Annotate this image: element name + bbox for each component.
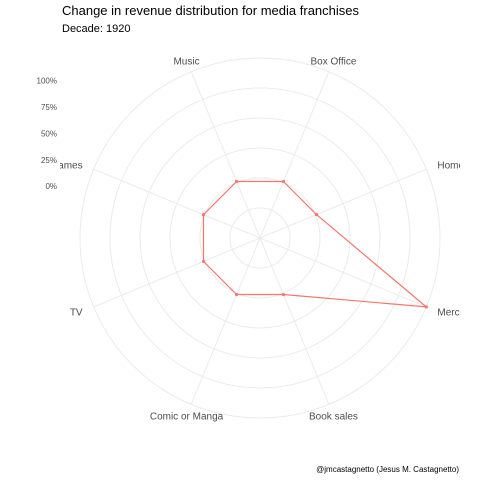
data-point [201,212,206,217]
grid-spoke [93,168,261,239]
data-point [281,292,286,297]
chart-subtitle: Decade: 1920 [62,23,131,35]
grid-circle [229,207,291,269]
data-point [234,179,239,184]
radial-tick-label: 75% [41,103,57,112]
category-labels: Box Office Home Video/Entertainment Mercha… [0,57,480,423]
radial-tick-label: 50% [41,129,57,138]
radial-tick-label: 0% [45,182,57,191]
grid-spoke [259,237,427,308]
category-label: TV [70,307,83,318]
grid-circle [199,177,321,299]
grid-spoke [190,237,261,405]
category-label: Video Games/Games [0,161,83,172]
radial-tick-label: 100% [37,77,57,86]
chart-caption: @jmcastagnetto (Jesus M. Castagnetto) [316,465,459,474]
category-label: Comic or Manga [150,411,224,422]
category-label: Home Video/Entertainment [437,161,480,172]
category-label: Book sales [309,411,358,422]
data-point [424,305,428,309]
data-point [201,259,206,264]
chart-title: Change in revenue distribution for media… [62,3,360,18]
data-point [314,212,319,217]
grid-spoke [259,71,330,239]
radial-tick-labels: 0% 25% 50% 75% 100% [37,77,57,192]
radial-tick-label: 25% [41,156,57,165]
category-label: Music [173,57,199,68]
data-point [281,179,286,184]
grid-spoke [259,237,330,405]
grid-spoke [93,237,261,308]
radar-grid [79,57,441,419]
data-point [234,292,239,297]
radar-series [201,179,429,309]
grid-circle [139,117,381,359]
grid-circle [109,87,411,389]
grid-spoke [259,168,427,239]
category-label: Box Office [310,57,356,68]
category-label: Merchandise, Licensing [437,307,480,318]
grid-spoke [190,71,261,239]
grid-circle [79,57,441,419]
grid-circle [169,147,351,329]
